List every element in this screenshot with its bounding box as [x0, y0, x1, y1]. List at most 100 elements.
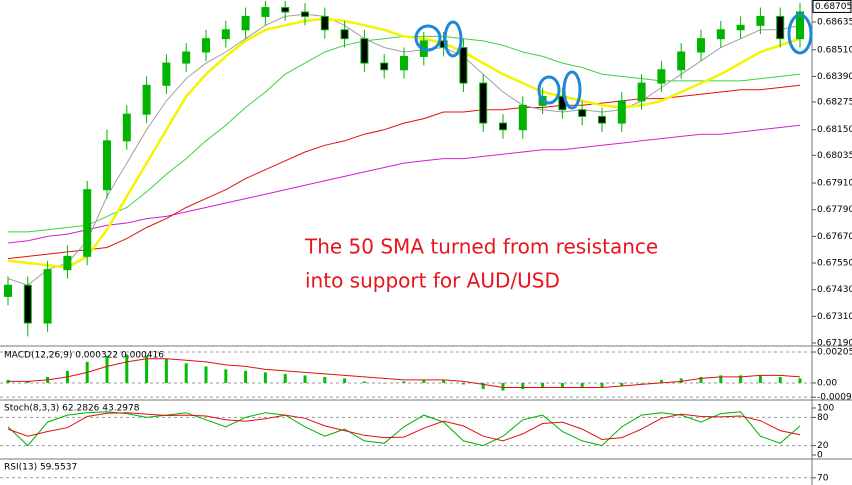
histogram-bar: [481, 382, 485, 389]
candle-body: [637, 82, 646, 102]
histogram-bar: [184, 363, 188, 383]
y-tick-label: 0.68390: [817, 72, 852, 82]
histogram-bar: [26, 381, 30, 383]
y-tick-label: 0.68510: [817, 45, 852, 55]
histogram-bar: [164, 358, 168, 383]
candle-body: [142, 84, 151, 115]
last-price-label: 0.68705: [815, 2, 852, 12]
highlight-circle: [414, 24, 442, 52]
candle-body: [479, 82, 488, 124]
candle-body: [796, 11, 804, 40]
y-tick-label: 80: [817, 413, 829, 423]
histogram-bar: [442, 379, 446, 383]
candle-body: [43, 269, 52, 324]
histogram-bar: [719, 375, 723, 383]
candle-body: [4, 284, 12, 297]
candle-body: [380, 62, 389, 71]
y-tick-label: 100: [817, 404, 834, 414]
histogram-bar: [580, 382, 584, 388]
series-line: [7, 124, 801, 244]
annotation: into support for AUD/USD: [305, 269, 560, 293]
highlight-circle: [787, 13, 813, 55]
candle-body: [459, 47, 468, 84]
candle-body: [182, 51, 191, 64]
series-line: [7, 412, 801, 442]
candle-body: [677, 51, 686, 71]
candle-body: [103, 140, 111, 191]
candle-body: [122, 113, 131, 142]
annotation: The 50 SMA turned from resistance: [304, 235, 658, 259]
candle-body: [776, 15, 785, 40]
histogram-bar: [600, 382, 604, 388]
histogram-bar: [145, 355, 149, 383]
candle-body: [162, 62, 171, 86]
y-tick-label: 0.00: [817, 378, 837, 388]
candle-body: [202, 38, 210, 53]
candle-body: [320, 15, 329, 31]
y-tick-label: 0: [817, 451, 823, 461]
y-tick-label: 20: [817, 441, 829, 451]
candle-body: [756, 15, 765, 26]
series-line: [7, 411, 801, 447]
histogram-bar: [402, 381, 406, 383]
histogram-bar: [343, 378, 347, 383]
candle-body: [598, 115, 606, 124]
y-tick-label: 0.68035: [817, 151, 852, 161]
y-tick-label: -0.000945: [817, 393, 852, 403]
histogram-bar: [323, 376, 327, 383]
histogram-bar: [244, 370, 248, 383]
y-tick-label: 0.67550: [817, 259, 852, 269]
candle-body: [261, 7, 270, 17]
y-tick-label: 0.67790: [817, 205, 852, 215]
candle-body: [617, 100, 626, 124]
y-tick-label: 0.68275: [817, 97, 852, 107]
candle-body: [301, 11, 309, 17]
histogram-bar: [224, 369, 228, 383]
histogram-bar: [541, 382, 545, 388]
candle-body: [281, 7, 290, 13]
histogram-bar: [263, 372, 267, 383]
y-tick-label: 0.002053: [817, 348, 852, 358]
candle-body: [518, 104, 527, 131]
y-tick-label: 0.68150: [817, 125, 852, 135]
histogram-bar: [461, 382, 465, 385]
histogram-bar: [659, 379, 663, 383]
y-tick-label: 0.67190: [817, 339, 852, 349]
candle-body: [499, 122, 507, 131]
histogram-bar: [204, 366, 208, 383]
y-tick-label: 0.67910: [817, 179, 852, 189]
y-tick-label: 0.67670: [817, 232, 852, 242]
highlight-circle: [562, 70, 582, 110]
histogram-bar: [620, 382, 624, 386]
series-line: [8, 358, 801, 388]
histogram-bar: [778, 376, 782, 383]
y-tick-label: 70: [817, 473, 829, 483]
candle-body: [657, 69, 666, 84]
y-tick-label: 0.67310: [817, 312, 852, 322]
histogram-bar: [125, 354, 129, 383]
y-tick-label: 0.68635: [817, 17, 852, 27]
y-tick-label: 0.67430: [817, 285, 852, 295]
candle-body: [697, 38, 705, 53]
histogram-bar: [758, 375, 762, 383]
candle-body: [83, 189, 92, 257]
candle-body: [23, 284, 32, 324]
histogram-bar: [521, 382, 525, 389]
candle-body: [63, 255, 72, 271]
series-line: [7, 17, 801, 269]
histogram-bar: [679, 378, 683, 383]
candle-body: [360, 38, 369, 64]
candle-body: [716, 29, 725, 40]
highlight-circle: [537, 75, 561, 105]
histogram-bar: [699, 376, 703, 383]
histogram-bar: [422, 379, 426, 383]
candle-body: [241, 15, 250, 31]
histogram-bar: [560, 382, 564, 388]
candle-body: [578, 109, 587, 117]
panel-title: RSI(13) 59.5537: [4, 463, 77, 473]
histogram-bar: [501, 382, 505, 391]
histogram-bar: [362, 381, 366, 383]
histogram-bar: [303, 375, 307, 383]
histogram-bar: [739, 375, 743, 383]
